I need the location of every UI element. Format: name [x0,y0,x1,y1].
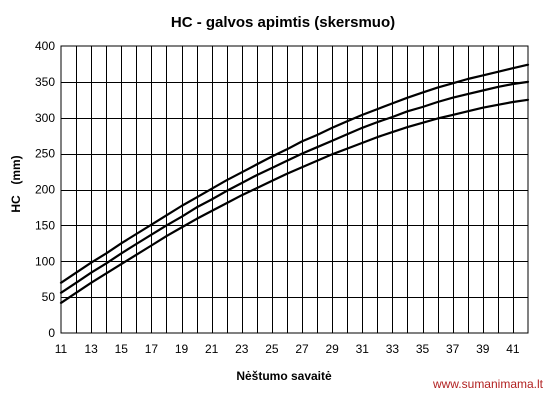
x-axis-label: Nėštumo savaitė [236,369,332,383]
x-tick-label: 37 [446,342,460,356]
y-tick-label: 300 [35,111,55,125]
y-tick-label: 250 [35,147,55,161]
series-group [59,63,530,304]
y-tick-label: 350 [35,75,55,89]
x-tick-label: 33 [386,342,400,356]
x-tick-label: 15 [115,342,129,356]
x-tick-label: 19 [175,342,189,356]
x-tick-label: 23 [235,342,249,356]
x-tick-label: 29 [325,342,339,356]
plot-frame [60,45,529,334]
x-tick-label: 35 [416,342,430,356]
x-tick-label: 39 [476,342,490,356]
series-line-1 [59,63,530,284]
y-axis-label: HC (mm) [9,155,23,212]
y-tick-label: 200 [35,183,55,197]
x-tick-label: 41 [506,342,520,356]
y-tick-label: 50 [42,290,56,304]
x-tick-label: 25 [265,342,279,356]
grid [61,46,528,333]
x-axis-ticks: 11 13 15 17 19 21 23 25 27 29 31 33 35 37 39 41 [55,342,520,356]
x-tick-label: 11 [55,342,68,356]
y-axis-label-main: HC [9,195,23,213]
watermark-text: www.sumanimama.lt [432,377,543,391]
series-line-2 [59,80,530,294]
y-axis-label-unit: (mm) [9,155,23,184]
y-tick-label: 0 [48,326,55,340]
y-tick-label: 150 [35,218,55,232]
x-tick-label: 13 [84,342,98,356]
x-tick-label: 31 [356,342,370,356]
chart-title: HC - galvos apimtis (skersmuo) [171,14,395,31]
y-tick-label: 100 [35,254,55,268]
x-tick-label: 17 [145,342,159,356]
x-tick-label: 27 [295,342,309,356]
y-tick-label: 400 [35,39,55,53]
series-line-3 [59,98,530,304]
x-tick-label: 21 [205,342,219,356]
y-axis-ticks: 0 50 100 150 200 250 300 350 400 [35,39,55,340]
